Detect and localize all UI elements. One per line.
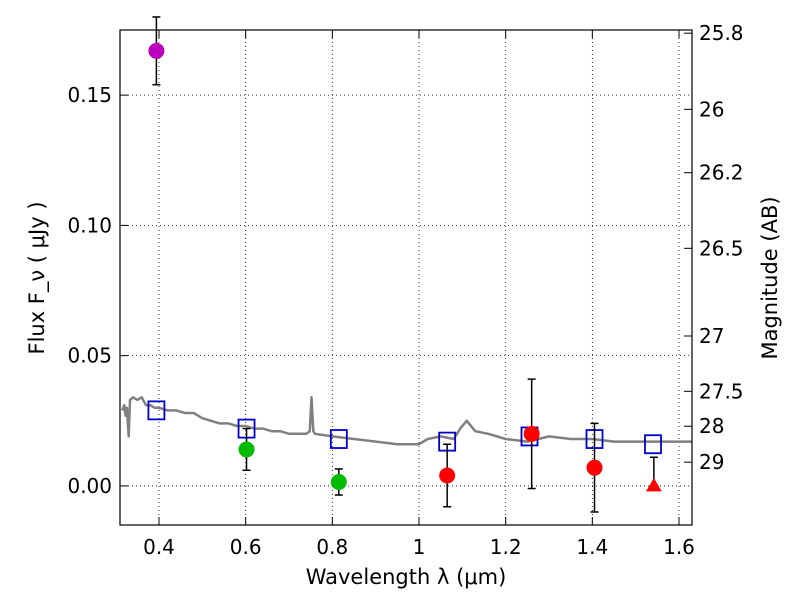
data-point: [586, 459, 603, 476]
data-point: [523, 425, 540, 442]
model-point-square: [329, 429, 348, 449]
data-point: [148, 42, 165, 59]
model-point-square: [644, 434, 662, 455]
mag-tick-label: 26: [699, 97, 724, 121]
y-tick-label: 0.00: [67, 474, 112, 498]
mag-tick-label: 26.2: [699, 161, 744, 185]
x-tick-label: 0.4: [143, 535, 175, 559]
mag-tick-label: 25.8: [699, 21, 744, 45]
x-tick-label: 1.6: [663, 535, 695, 559]
plot-area: [121, 16, 692, 513]
x-tick-label: 1.4: [576, 535, 608, 559]
model-point-square: [147, 400, 166, 421]
y-axis-label: Flux F_ν ( μJy ): [25, 201, 50, 354]
x-tick-label: 1: [413, 535, 426, 559]
axes-frame: [119, 29, 693, 526]
y-tick-label: 0.15: [67, 83, 112, 107]
axis-ticks: 0.4 0.6 0.8 1 1.2 1.4 1.6 0.00 0.05 0.10 0.15 25.8 2…: [67, 21, 743, 559]
data-point: [238, 441, 255, 458]
mag-tick-label: 28: [699, 414, 724, 438]
mag-tick-label: 27.5: [699, 379, 744, 403]
x-tick-label: 0.8: [316, 535, 348, 559]
mag-tick-label: 27: [699, 324, 724, 348]
plot-frame: [119, 29, 693, 526]
y-axis-right-label: Magnitude (AB): [758, 196, 782, 359]
x-tick-label: 0.6: [230, 535, 262, 559]
x-axis-label: Wavelength λ (μm): [306, 565, 507, 589]
y-tick-label: 0.10: [67, 213, 112, 237]
upper-limit-triangle: [645, 477, 662, 492]
model-spectrum-line: [121, 396, 692, 446]
data-point: [439, 467, 456, 484]
mag-tick-label: 29: [699, 450, 724, 474]
mag-tick-label: 26.5: [699, 236, 744, 260]
x-tick-label: 1.2: [490, 535, 522, 559]
y-tick-label: 0.05: [67, 344, 112, 368]
data-point: [330, 474, 347, 491]
